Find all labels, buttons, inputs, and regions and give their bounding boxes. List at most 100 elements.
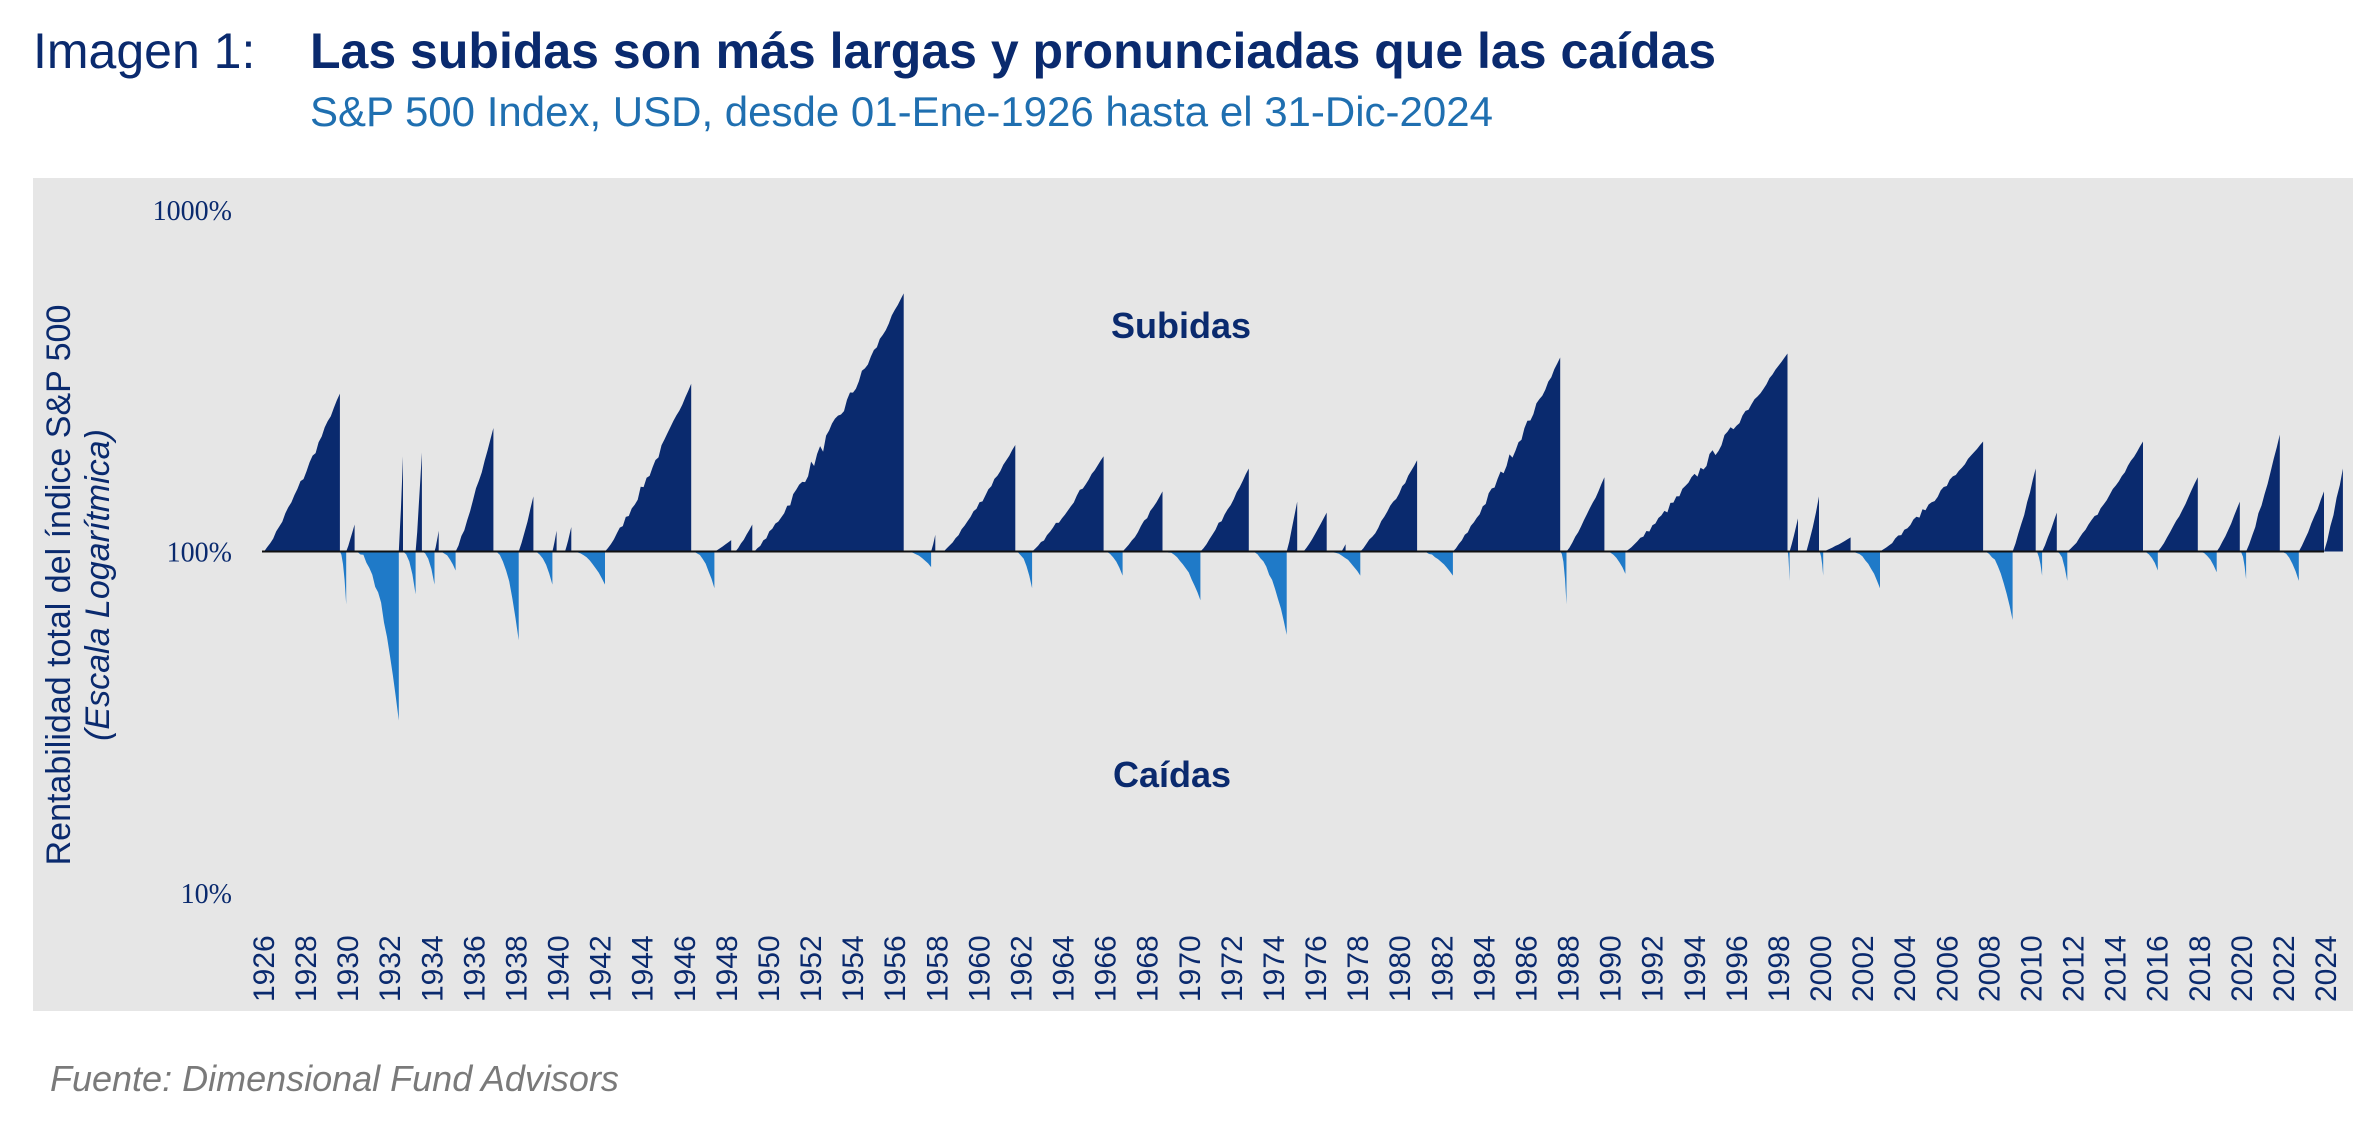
fall-area-18 xyxy=(1787,551,1790,581)
rise-area-24 xyxy=(1625,353,1788,552)
fall-area-15 xyxy=(1417,551,1453,576)
x-tick-label: 1978 xyxy=(1342,935,1375,1002)
fall-area-2 xyxy=(403,551,416,595)
x-tick-label: 1970 xyxy=(1174,935,1207,1002)
rise-area-35 xyxy=(2298,491,2324,552)
fall-area-20 xyxy=(1850,551,1880,589)
x-tick-label: 2002 xyxy=(1847,935,1880,1002)
x-tick-label: 1994 xyxy=(1679,935,1712,1002)
x-tick-label: 2004 xyxy=(1889,935,1922,1002)
fall-area-10 xyxy=(1015,551,1033,589)
x-tick-label: 1964 xyxy=(1048,935,1081,1002)
fall-area-25 xyxy=(2197,551,2217,573)
x-tick-label: 2010 xyxy=(2015,935,2048,1002)
rise-area-8 xyxy=(565,527,572,552)
fall-area-6 xyxy=(533,551,553,585)
rise-area-17 xyxy=(1200,468,1249,552)
fall-area-12 xyxy=(1162,551,1201,601)
rise-area-13 xyxy=(931,534,936,552)
fall-area-19 xyxy=(1819,551,1824,576)
rise-area-2 xyxy=(398,456,403,552)
chart-title: Las subidas son más largas y pronunciada… xyxy=(310,23,1717,79)
x-tick-label: 1958 xyxy=(921,935,954,1002)
x-tick-label: 1998 xyxy=(1763,935,1796,1002)
fall-area-3 xyxy=(421,551,435,585)
rise-area-22 xyxy=(1452,357,1561,552)
fall-area-5 xyxy=(493,551,519,641)
rise-area-18 xyxy=(1286,501,1298,552)
x-tick-label: 1936 xyxy=(458,935,491,1002)
fall-area-8 xyxy=(691,551,715,589)
rise-area-26 xyxy=(1806,496,1819,552)
rise-area-29 xyxy=(2012,468,2036,552)
fall-area-23 xyxy=(2056,551,2068,581)
rise-area-23 xyxy=(1566,477,1605,552)
x-tick-label: 2012 xyxy=(2058,935,2091,1002)
x-tick-label: 1986 xyxy=(1510,935,1543,1002)
rise-area-6 xyxy=(518,496,534,552)
x-tick-label: 1954 xyxy=(837,935,870,1002)
rise-area-14 xyxy=(943,445,1016,552)
fall-area-4 xyxy=(438,551,456,571)
x-tick-label: 1984 xyxy=(1468,935,1501,1002)
x-tick-label: 1952 xyxy=(795,935,828,1002)
rise-area-33 xyxy=(2216,501,2240,552)
rise-area-20 xyxy=(1341,544,1346,552)
fall-area-17 xyxy=(1604,551,1626,574)
x-tick-label: 1980 xyxy=(1384,935,1417,1002)
rise-area-10 xyxy=(714,540,732,552)
rise-area-32 xyxy=(2157,477,2198,552)
x-tick-label: 1982 xyxy=(1426,935,1459,1002)
rise-area-9 xyxy=(605,383,692,552)
fall-area-7 xyxy=(571,551,605,585)
x-tick-label: 1962 xyxy=(1006,935,1039,1002)
fall-area-13 xyxy=(1248,551,1287,635)
x-tick-label: 1926 xyxy=(248,935,281,1002)
rise-area-11 xyxy=(735,524,753,552)
x-tick-label: 1938 xyxy=(501,935,534,1002)
rise-area-27 xyxy=(1823,537,1851,552)
rise-area-16 xyxy=(1122,491,1163,552)
x-tick-label: 1976 xyxy=(1300,935,1333,1002)
x-tick-label: 1932 xyxy=(374,935,407,1002)
fall-area-0 xyxy=(339,551,347,605)
x-tick-label: 2000 xyxy=(1805,935,1838,1002)
x-tick-label: 2022 xyxy=(2268,935,2301,1002)
x-tick-label: 2016 xyxy=(2142,935,2175,1002)
x-tick-label: 1990 xyxy=(1595,935,1628,1002)
x-tick-label: 2008 xyxy=(1973,935,2006,1002)
fall-area-26 xyxy=(2239,551,2247,580)
x-tick-label: 1940 xyxy=(543,935,576,1002)
fall-area-16 xyxy=(1560,551,1567,605)
rise-area-30 xyxy=(2042,512,2057,552)
chart-subtitle: S&P 500 Index, USD, desde 01-Ene-1926 ha… xyxy=(310,88,1493,135)
x-tick-label: 2014 xyxy=(2100,935,2133,1002)
x-tick-label: 1966 xyxy=(1090,935,1123,1002)
rise-area-4 xyxy=(434,530,439,552)
x-tick-label: 1972 xyxy=(1216,935,1249,1002)
figure-label: Imagen 1: xyxy=(33,23,256,79)
rise-area-36 xyxy=(2324,468,2343,552)
x-tick-label: 1944 xyxy=(627,935,660,1002)
fall-area-22 xyxy=(2035,551,2043,576)
rise-area-12 xyxy=(754,293,904,552)
y-tick-label: 1000% xyxy=(153,196,232,227)
rise-area-0 xyxy=(264,393,340,552)
source-note: Fuente: Dimensional Fund Advisors xyxy=(50,1058,619,1099)
annotation-caidas: Caídas xyxy=(1113,754,1231,795)
x-tick-label: 1948 xyxy=(711,935,744,1002)
fall-area-24 xyxy=(2143,551,2158,571)
x-tick-label: 1934 xyxy=(416,935,449,1002)
y-tick-label: 10% xyxy=(181,879,232,910)
x-tick-label: 1996 xyxy=(1721,935,1754,1002)
rise-area-21 xyxy=(1360,460,1418,552)
x-tick-label: 1946 xyxy=(669,935,702,1002)
fall-area-27 xyxy=(2279,551,2299,581)
rise-area-1 xyxy=(346,524,355,552)
x-tick-label: 1956 xyxy=(879,935,912,1002)
fall-area-1 xyxy=(354,551,399,721)
rise-area-3 xyxy=(415,452,422,552)
y-tick-label: 100% xyxy=(167,538,232,569)
x-tick-label: 1960 xyxy=(963,935,996,1002)
